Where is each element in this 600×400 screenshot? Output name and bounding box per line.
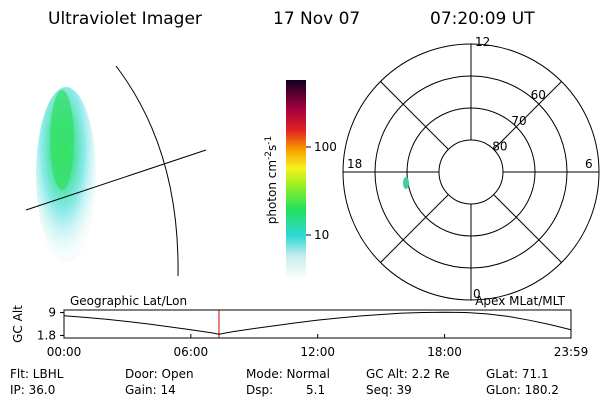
mlt-label: 12	[475, 35, 490, 49]
info-field: Mode: Normal	[246, 367, 330, 381]
altitude-curve	[63, 311, 572, 335]
colorbar	[286, 80, 306, 280]
lat-label: 70	[511, 114, 526, 128]
info-field: IP: 36.0	[10, 383, 55, 397]
uv-image	[25, 65, 207, 277]
exponent: -1	[264, 136, 274, 145]
info-field: Seq: 39	[366, 383, 412, 397]
y-label: GC Alt	[11, 305, 25, 343]
mlt-spoke	[380, 194, 449, 263]
info-field: GLon: 180.2	[486, 383, 559, 397]
x-tick-label: 00:00	[47, 345, 82, 359]
time: 07:20:09 UT	[430, 9, 535, 29]
mlt-label: 18	[347, 157, 362, 171]
mlt-spoke	[493, 194, 562, 263]
info-field: GC Alt: 2.2 Re	[366, 367, 450, 381]
x-tick-label: 23:59	[554, 345, 589, 359]
strip-frame	[63, 309, 572, 339]
info-field: GLat: 71.1	[486, 367, 549, 381]
aurora-spot	[403, 177, 409, 189]
lat-label: 60	[531, 88, 546, 102]
colorbar-tick-label: 100	[314, 140, 337, 154]
strip-label: Geographic Lat/Lon	[70, 294, 187, 308]
info-field: Dsp:	[246, 383, 273, 397]
x-tick-label: 12:00	[300, 345, 335, 359]
lat-label: 80	[492, 139, 507, 153]
mlt-spoke	[493, 81, 562, 150]
strip-label: Apex MLat/MLT	[475, 294, 565, 308]
info-field: Gain: 14	[125, 383, 176, 397]
exponent: -2	[264, 151, 274, 160]
info-field: Flt: LBHL	[10, 367, 64, 381]
info-field: 5.1	[306, 383, 325, 397]
mlt-spoke	[380, 81, 449, 150]
mlt-label: 0	[473, 287, 481, 301]
unit: s	[265, 145, 279, 151]
colorbar-tick-label: 10	[314, 228, 329, 242]
date: 17 Nov 07	[273, 9, 360, 29]
info-field: Door: Open	[125, 367, 194, 381]
x-tick-label: 06:00	[174, 345, 209, 359]
mlt-label: 6	[585, 157, 593, 171]
y-tick-label: 1.8	[37, 328, 56, 342]
unit: photon cm	[265, 160, 279, 224]
x-tick-label: 18:00	[427, 345, 462, 359]
colorbar-label: photon cm-2s-1	[264, 136, 279, 225]
title: Ultraviolet Imager	[48, 9, 202, 29]
y-tick-label: 9	[48, 306, 56, 320]
